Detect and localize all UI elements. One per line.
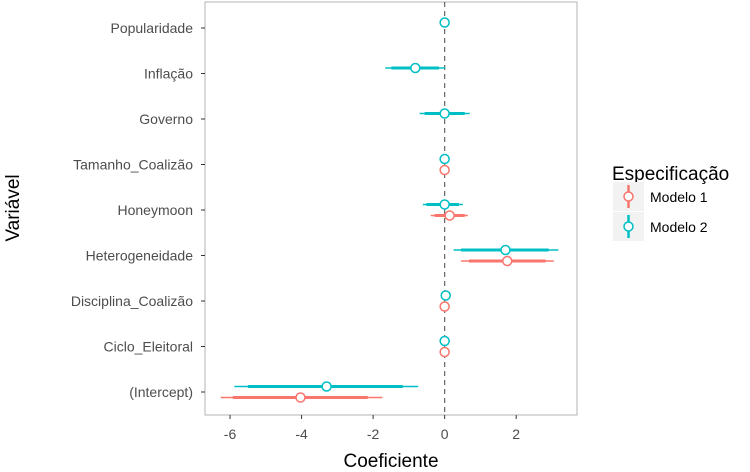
y-tick-label: Disciplina_Coalizão (71, 293, 193, 309)
y-tick-label: Inflação (144, 66, 193, 82)
legend-label: Modelo 2 (650, 219, 708, 235)
x-axis: -6 -4 -2 0 2 (224, 415, 520, 442)
point-estimate-modelo-1 (444, 210, 455, 221)
point-estimate-modelo-2 (439, 17, 450, 28)
y-axis: Popularidade Inflação Governo Tamanho_Coali… (71, 20, 205, 400)
point-estimate-modelo-1 (439, 301, 450, 312)
point-estimate-modelo-2 (410, 62, 421, 74)
y-tick-label: Popularidade (110, 20, 193, 36)
x-tick-label: 0 (441, 426, 449, 442)
point-estimate-modelo-2 (500, 244, 511, 256)
x-tick-label: -6 (224, 426, 237, 442)
point-estimate-modelo-2 (439, 199, 450, 210)
legend-key-point (623, 191, 634, 202)
legend-label: Modelo 1 (650, 189, 708, 205)
point-estimate-modelo-1 (502, 255, 513, 267)
y-axis-label: Variável (3, 174, 24, 241)
x-axis-label: Coeficiente (343, 451, 438, 472)
y-tick-label: Governo (139, 111, 193, 127)
point-estimate-modelo-2 (321, 381, 332, 392)
y-tick-label: Heterogeneidade (86, 248, 194, 264)
y-tick-label: Ciclo_Eleitoral (104, 339, 193, 355)
y-tick-label: Tamanho_Coalizão (73, 157, 193, 173)
x-tick-label: 2 (512, 426, 520, 442)
x-tick-label: -4 (295, 426, 308, 442)
plot-panel (204, 1, 578, 416)
point-estimate-modelo-2 (440, 290, 451, 301)
point-estimate-modelo-1 (439, 346, 450, 358)
legend: Especificação Modelo 1 Modelo 2 (612, 164, 729, 241)
point-estimate-modelo-1 (439, 164, 450, 176)
y-tick-label: Honeymoon (118, 202, 194, 218)
x-tick-label: -2 (367, 426, 380, 442)
point-estimate-modelo-2 (439, 108, 450, 119)
point-estimate-modelo-1 (295, 392, 306, 403)
y-tick-label: (Intercept) (129, 384, 193, 400)
legend-title: Especificação (612, 164, 729, 185)
point-estimate-modelo-2 (439, 335, 450, 347)
marks (220, 17, 559, 403)
legend-key-point (623, 221, 634, 232)
point-estimate-modelo-2 (439, 153, 450, 165)
